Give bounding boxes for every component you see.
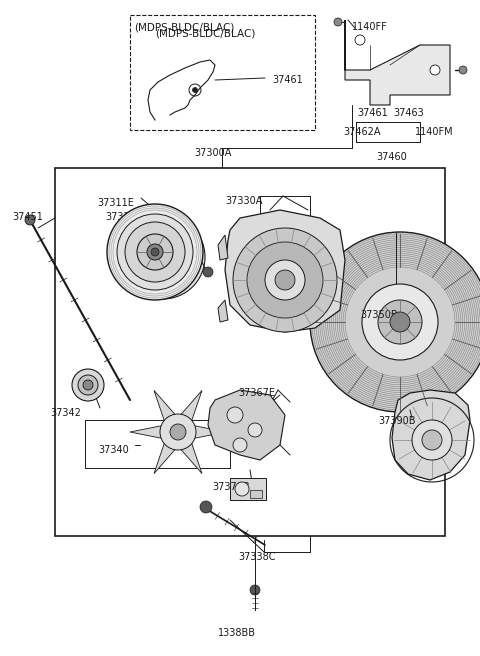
Circle shape	[170, 424, 186, 440]
Circle shape	[430, 65, 440, 75]
Polygon shape	[208, 390, 285, 460]
Circle shape	[189, 84, 201, 96]
Circle shape	[151, 248, 159, 256]
Text: 37330A: 37330A	[225, 196, 263, 206]
Circle shape	[334, 18, 342, 26]
Polygon shape	[154, 432, 178, 474]
Text: 37461: 37461	[357, 108, 388, 118]
Circle shape	[459, 66, 467, 74]
Circle shape	[107, 204, 203, 300]
Text: 37340: 37340	[98, 445, 129, 455]
Circle shape	[192, 87, 197, 92]
Bar	[230, 478, 266, 500]
Circle shape	[275, 270, 295, 290]
Circle shape	[235, 482, 249, 496]
Circle shape	[355, 35, 365, 45]
Circle shape	[378, 300, 422, 344]
Polygon shape	[130, 426, 178, 438]
Text: 37321B: 37321B	[105, 212, 143, 222]
Text: 37334: 37334	[155, 258, 186, 268]
Text: 37451: 37451	[12, 212, 43, 222]
Circle shape	[412, 420, 452, 460]
Circle shape	[233, 438, 247, 452]
Polygon shape	[178, 426, 226, 438]
Circle shape	[137, 239, 153, 255]
Circle shape	[390, 312, 410, 332]
Circle shape	[147, 244, 163, 260]
Text: 37311E: 37311E	[97, 198, 134, 208]
Text: 37460: 37460	[376, 152, 407, 162]
Circle shape	[310, 232, 480, 412]
Text: 37390B: 37390B	[378, 416, 416, 426]
Circle shape	[422, 430, 442, 450]
Circle shape	[233, 228, 337, 332]
Text: 1140FM: 1140FM	[415, 127, 454, 137]
Circle shape	[83, 380, 93, 390]
Circle shape	[117, 214, 193, 290]
Polygon shape	[178, 432, 202, 474]
Text: 37370B: 37370B	[212, 482, 250, 492]
Text: 37461: 37461	[272, 75, 303, 85]
Circle shape	[125, 222, 185, 282]
Text: 37300A: 37300A	[194, 148, 231, 158]
Text: 37332: 37332	[145, 242, 176, 252]
Text: 37462A: 37462A	[343, 127, 381, 137]
Text: (MDPS-BLDC/BLAC): (MDPS-BLDC/BLAC)	[134, 22, 234, 32]
Polygon shape	[345, 20, 450, 105]
Circle shape	[123, 225, 167, 269]
Text: 37463: 37463	[393, 108, 424, 118]
Text: 1140FF: 1140FF	[352, 22, 388, 32]
Circle shape	[135, 229, 191, 285]
Text: 37342: 37342	[50, 408, 81, 418]
Text: 37367E: 37367E	[238, 388, 275, 398]
Text: (MDPS-BLDC/BLAC): (MDPS-BLDC/BLAC)	[155, 28, 255, 38]
Polygon shape	[154, 390, 178, 432]
Polygon shape	[225, 210, 345, 332]
Bar	[55, 168, 445, 536]
Text: 37323: 37323	[118, 228, 149, 238]
Text: 37350B: 37350B	[360, 310, 397, 320]
Circle shape	[227, 407, 243, 423]
Polygon shape	[392, 390, 470, 480]
Circle shape	[200, 501, 212, 513]
Circle shape	[78, 375, 98, 395]
Circle shape	[137, 234, 173, 270]
Circle shape	[72, 369, 104, 401]
Text: 37338C: 37338C	[238, 552, 276, 562]
Circle shape	[265, 260, 305, 300]
Bar	[130, 15, 315, 130]
Circle shape	[248, 423, 262, 437]
Circle shape	[121, 215, 205, 299]
Circle shape	[160, 414, 196, 450]
Circle shape	[25, 215, 35, 225]
Bar	[250, 490, 262, 498]
Circle shape	[362, 284, 438, 360]
Polygon shape	[218, 300, 228, 322]
Circle shape	[151, 245, 175, 269]
Polygon shape	[218, 235, 228, 260]
Polygon shape	[178, 390, 202, 432]
Circle shape	[247, 242, 323, 318]
Circle shape	[203, 267, 213, 277]
Text: 1338BB: 1338BB	[218, 628, 256, 638]
Circle shape	[130, 232, 160, 262]
Circle shape	[250, 585, 260, 595]
